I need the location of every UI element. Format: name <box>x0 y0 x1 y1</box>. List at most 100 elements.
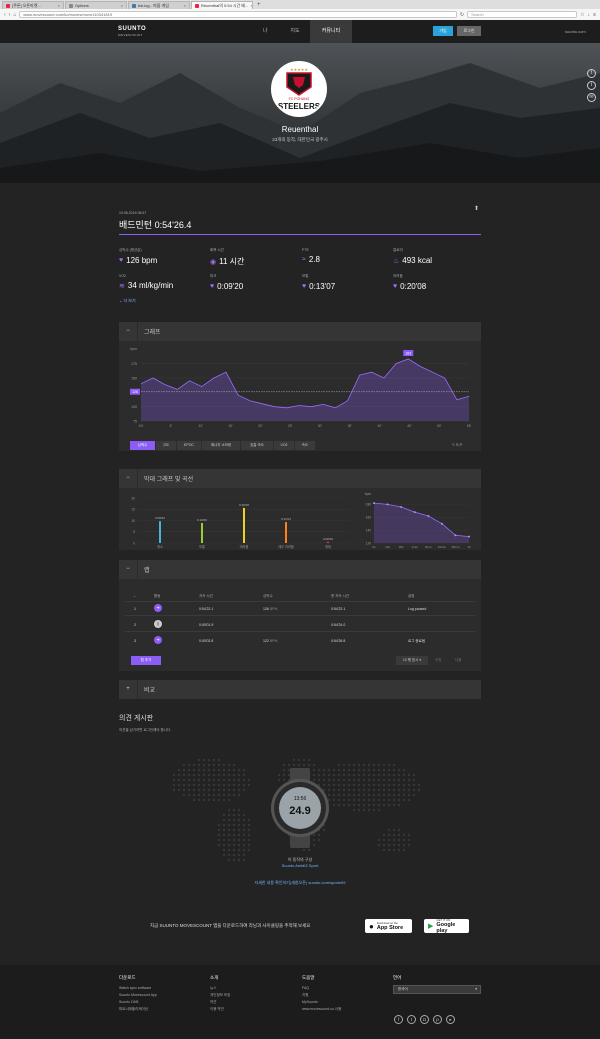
twitter-icon[interactable]: t <box>407 1015 416 1024</box>
graph-tab-altitude[interactable]: 고도 <box>156 441 176 450</box>
footer-link[interactable]: 약관 <box>210 1000 217 1004</box>
nav-map[interactable]: 지도 <box>290 28 300 34</box>
login-button[interactable]: 로그인 <box>457 26 481 36</box>
browser-tab-active[interactable]: Reuenthal의 0:54 시간 배... × <box>191 1 253 9</box>
col-description[interactable]: 설명 <box>408 594 415 598</box>
map-dot <box>222 843 226 847</box>
graph-tab-epoc[interactable]: EPOC <box>177 441 201 450</box>
map-dot <box>187 763 191 767</box>
footer-link[interactable]: 개인정보 보호 <box>210 993 231 997</box>
browser-tab[interactable]: Options × <box>65 1 127 9</box>
next-button[interactable]: 다음 <box>455 658 462 662</box>
facebook-icon[interactable]: f <box>394 1015 403 1024</box>
map-dot <box>352 768 356 772</box>
graph-tab-energy[interactable]: 에너지 소모량 <box>202 441 240 450</box>
avatar[interactable]: ★★★★★ FC POHANG STEELERS <box>271 61 327 117</box>
suunto-logo[interactable]: SUUNTO MOVESCOUNT <box>118 26 147 37</box>
back-icon[interactable]: ‹ <box>4 11 6 18</box>
map-dot <box>332 803 336 807</box>
graph-tab-breathing[interactable]: 호흡 속도 <box>241 441 273 450</box>
col-total-duration[interactable]: 총 지속 시간 <box>331 594 350 598</box>
mail-icon[interactable]: ✉ <box>587 93 596 102</box>
suunto-com-link[interactable]: suunto.com <box>565 29 586 34</box>
footer-link[interactable]: 이용 약관 <box>210 1007 224 1011</box>
graph-tab-vo2[interactable]: VO2 <box>274 441 294 450</box>
reload-icon[interactable]: ↻ <box>459 11 465 18</box>
footer-link[interactable]: www.movescount.co.사용 <box>302 1007 342 1011</box>
map-dot <box>352 783 356 787</box>
close-icon[interactable]: × <box>120 3 123 8</box>
prev-button[interactable]: 이전 <box>435 658 442 662</box>
compare-panel-header[interactable]: + 비교 <box>119 680 481 699</box>
join-button[interactable]: 가입 <box>433 26 453 36</box>
browser-search-input[interactable]: Search <box>467 11 578 18</box>
col-duration[interactable]: 지속 시간 <box>199 594 213 598</box>
facebook-icon[interactable]: f <box>587 69 596 78</box>
collapse-toggle[interactable]: − <box>119 322 138 341</box>
graph-tab-heart-rate[interactable]: 심박수 <box>130 441 155 450</box>
col-heart-rate[interactable]: 심박수 <box>263 594 273 598</box>
map-dot <box>397 773 401 777</box>
map-dot <box>312 768 316 772</box>
footer-link[interactable]: 지원 <box>302 993 309 997</box>
browser-tab[interactable]: bsl.log - 마을 게임 × <box>128 1 190 9</box>
graph-panel-header[interactable]: − 그래프 <box>119 322 481 341</box>
url-field[interactable]: www.movescount.com/ko/moves/move11034181… <box>19 11 457 18</box>
language-select[interactable]: 한국어 ▾ <box>393 985 481 994</box>
instagram-icon[interactable]: ◘ <box>420 1015 429 1024</box>
twitter-icon[interactable]: t <box>587 81 596 90</box>
menu-icon[interactable]: ≡ <box>593 11 596 18</box>
star-icon[interactable]: ☆ <box>580 11 585 18</box>
tools-button[interactable]: ✎ 도구 <box>452 443 463 447</box>
rows-per-page-select[interactable]: 10 행 표시 ▾ <box>396 656 428 665</box>
pinterest-icon[interactable]: p <box>433 1015 442 1024</box>
nav-me[interactable]: 나 <box>262 28 268 34</box>
expand-toggle[interactable]: + <box>119 680 138 699</box>
collapse-toggle[interactable]: − <box>119 560 138 579</box>
device-model-link[interactable]: Suunto Ambit3 Sport <box>281 863 319 868</box>
bar-panel-header[interactable]: − 막대 그래프 및 곡선 <box>119 469 481 488</box>
map-dot <box>387 848 391 852</box>
browser-tab[interactable]: [쿠폰] 오픈마켓... × <box>2 1 64 9</box>
nav-community[interactable]: 커뮤니티 <box>310 20 352 43</box>
close-icon[interactable]: × <box>183 3 186 8</box>
google-play-button[interactable]: ▶ GET IT ON Google play <box>424 918 469 934</box>
heart-rate-chart[interactable]: 17515012510075bpm1261830:05'10'15'20'25'… <box>119 341 481 431</box>
map-dot <box>357 763 361 767</box>
map-dot <box>387 763 391 767</box>
map-dot <box>322 788 326 792</box>
add-lap-button[interactable]: 랩 추가 <box>131 656 161 665</box>
footer-link[interactable]: Suunto Movescount App <box>119 993 157 997</box>
graph-tab-speed[interactable]: 속도 <box>295 441 315 450</box>
collapse-toggle[interactable]: − <box>119 469 138 488</box>
new-tab-icon[interactable]: + <box>257 2 261 8</box>
learn-more-link[interactable]: 자세한 내용 확인하기(새창오픈) suunto.com/sports99 <box>254 880 346 885</box>
footer-link[interactable]: MySuunto <box>302 1000 318 1004</box>
map-dot <box>382 803 386 807</box>
footer-link[interactable]: Suunto DM5 <box>119 1000 139 1004</box>
map-dot <box>317 768 321 772</box>
download-icon[interactable]: ↓ <box>587 11 591 18</box>
show-more-link[interactable]: ⌄ 더 보기 <box>119 298 136 303</box>
laps-panel-header[interactable]: − 랩 <box>119 560 481 579</box>
home-icon[interactable]: ⌂ <box>13 11 17 18</box>
map-dot <box>232 813 236 817</box>
map-dot <box>372 773 376 777</box>
footer-link[interactable]: 파트너애플리케이션 <box>119 1007 148 1011</box>
close-icon[interactable]: × <box>250 3 253 8</box>
app-store-button[interactable]: ● Download on the App Store <box>365 919 412 933</box>
curve-point <box>373 502 375 505</box>
footer-link[interactable]: 뉴스 <box>210 986 217 990</box>
close-icon[interactable]: × <box>57 3 60 8</box>
map-dot <box>337 793 341 797</box>
footer-link[interactable]: Watch sync software <box>119 986 152 990</box>
col-activity[interactable]: 활동 <box>154 594 161 598</box>
share-icon[interactable]: ⬆ <box>474 206 480 212</box>
bar <box>201 522 203 543</box>
forward-icon[interactable]: › <box>8 11 11 18</box>
youtube-icon[interactable]: ▸ <box>446 1015 455 1024</box>
map-dot <box>397 783 401 787</box>
sort-icon[interactable]: ⌄ <box>133 594 136 598</box>
footer-link[interactable]: FAQ <box>302 986 310 990</box>
map-dot <box>227 763 231 767</box>
